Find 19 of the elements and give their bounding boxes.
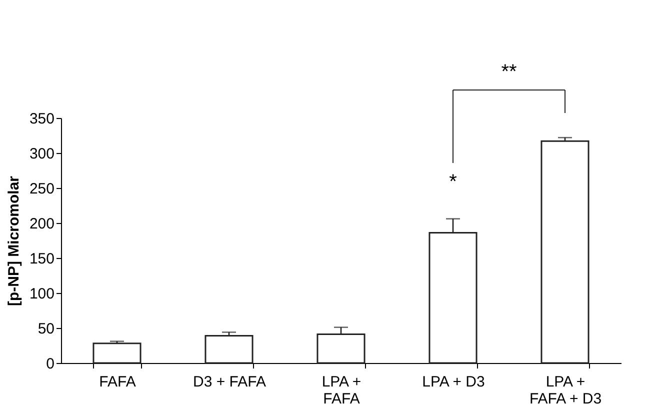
- bar: [540, 140, 590, 364]
- x-tick-label: LPA + FAFA: [322, 374, 362, 405]
- bar: [92, 342, 142, 364]
- y-axis-title: [p-NP] Micromolar: [5, 176, 22, 306]
- y-tick-label: 0: [46, 356, 54, 372]
- x-tick-label: D3 + FAFA: [193, 374, 266, 390]
- x-tick-label: LPA + FAFA + D3: [529, 374, 602, 405]
- y-tick-label: 150: [29, 250, 54, 268]
- y-tick-label: 250: [29, 180, 54, 198]
- y-tick-label: 350: [29, 110, 54, 128]
- text: **: [501, 61, 517, 83]
- bar: [204, 334, 254, 364]
- y-tick-label: 100: [29, 286, 54, 302]
- y-tick-label: 50: [38, 320, 54, 338]
- annotation: *: [449, 171, 458, 193]
- x-tick-label: FAFA: [99, 374, 136, 390]
- y-tick-label: 300: [29, 146, 54, 162]
- x-tick-label: LPA + D3: [422, 374, 485, 390]
- y-tick-label: 200: [29, 216, 54, 232]
